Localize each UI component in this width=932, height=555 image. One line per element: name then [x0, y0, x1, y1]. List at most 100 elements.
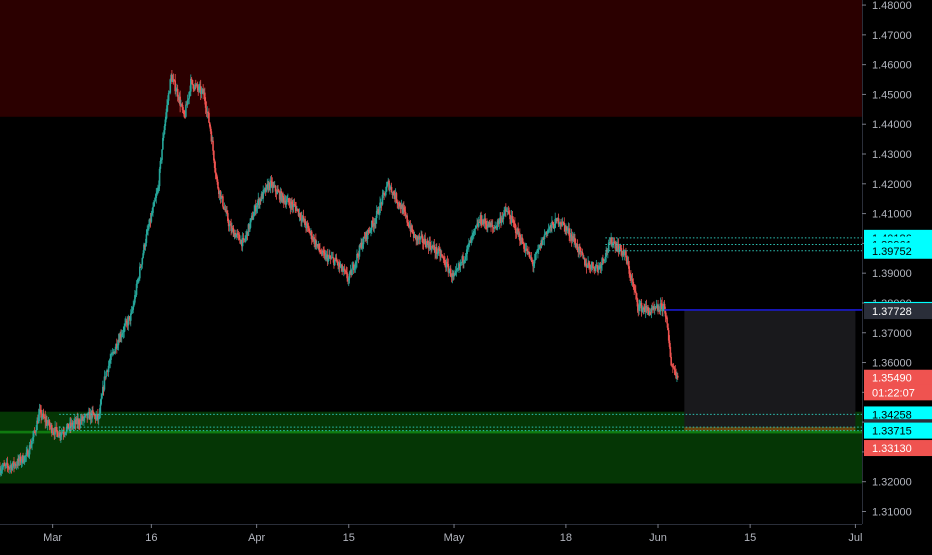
candle-body [449, 268, 452, 277]
price-tick-label: 1.47000 [872, 30, 912, 42]
zone-supply [0, 0, 862, 117]
candle [0, 462, 1, 475]
candle [289, 198, 292, 215]
candle-body [630, 275, 632, 281]
candle [566, 226, 569, 234]
candle-body [403, 207, 405, 210]
candle-body [10, 465, 13, 470]
candle-body [547, 229, 550, 231]
candle [648, 307, 651, 317]
candle [84, 413, 87, 418]
candle [278, 190, 281, 203]
candle-body [315, 239, 317, 247]
candle-body [276, 190, 278, 194]
candle-body [625, 257, 628, 264]
price-label[interactable]: 1.37728 [864, 303, 932, 320]
candle [11, 462, 14, 472]
price-label[interactable]: 1.33130 [864, 440, 932, 457]
candle-body [634, 288, 636, 292]
candle [659, 297, 662, 316]
candle-body [312, 237, 315, 240]
candle [61, 429, 64, 434]
candle-body [233, 233, 236, 237]
candle [356, 249, 358, 268]
candle-body [92, 412, 95, 415]
candle-body [343, 268, 346, 271]
candle-body [162, 134, 165, 138]
candle [7, 463, 10, 474]
candle-body [411, 225, 413, 233]
candle [488, 219, 491, 228]
price-label[interactable]: 1.34258 [864, 406, 932, 423]
candle-body [269, 180, 272, 188]
candle [74, 416, 77, 431]
candle-body [143, 244, 145, 254]
candle [26, 445, 28, 455]
candle-body [425, 244, 427, 248]
candle [300, 212, 302, 227]
price-label[interactable]: 1.35490 [864, 369, 932, 386]
candle [632, 278, 635, 290]
candle-body [153, 202, 155, 207]
price-label[interactable]: 1.33715 [864, 422, 932, 439]
candle-body [549, 225, 552, 228]
candle-body [454, 270, 457, 274]
candle-body [70, 422, 73, 427]
candle [392, 190, 394, 200]
time-tick-label: Apr [248, 532, 265, 544]
candle [519, 234, 522, 245]
candle-body [473, 228, 476, 232]
candle-body [224, 208, 227, 212]
price-label[interactable]: 1.39752 [864, 242, 932, 259]
candle [98, 408, 101, 420]
candle [673, 366, 676, 376]
candle-body [372, 223, 375, 227]
time-axis[interactable]: Mar 16 Apr 15 May 18 Jun 15 Jul [0, 524, 932, 550]
candle-body [124, 323, 126, 327]
candle [307, 222, 310, 232]
candle-body [167, 93, 170, 101]
candle [262, 185, 265, 203]
candle [260, 191, 263, 202]
time-tick-label: Jun [649, 532, 667, 544]
candle [545, 230, 547, 237]
candle-body [443, 258, 445, 260]
candle [71, 420, 74, 430]
candle-body [17, 458, 19, 466]
candle-body [388, 180, 390, 190]
price-label[interactable]: 01:22:07 [864, 384, 932, 401]
candle-body [85, 413, 88, 415]
candle [362, 236, 365, 250]
candle-body [268, 182, 270, 191]
candle-body [258, 198, 260, 206]
candle [516, 227, 519, 235]
candle-body [613, 241, 616, 243]
candle [591, 261, 594, 270]
candle [528, 251, 531, 259]
candle-body [566, 229, 569, 231]
candle-body [127, 317, 130, 326]
candle-body [121, 332, 124, 336]
candle [301, 214, 304, 223]
price-axis[interactable]: 1.480001.470001.460001.450001.440001.430… [862, 0, 932, 550]
candle [359, 242, 362, 249]
candle-body [610, 237, 612, 244]
candle [458, 262, 461, 271]
candle [67, 423, 70, 430]
candle-body [602, 259, 605, 261]
candle-body [508, 211, 510, 215]
candle [473, 228, 476, 237]
candle [59, 431, 61, 441]
candle [338, 259, 341, 274]
candle [666, 315, 668, 328]
candle [231, 222, 233, 234]
candle [152, 202, 154, 217]
candle [620, 244, 622, 256]
candle [656, 303, 658, 312]
candle-body [106, 370, 108, 372]
candle-body [430, 247, 432, 251]
candle-body [419, 237, 422, 240]
candle [419, 236, 422, 245]
